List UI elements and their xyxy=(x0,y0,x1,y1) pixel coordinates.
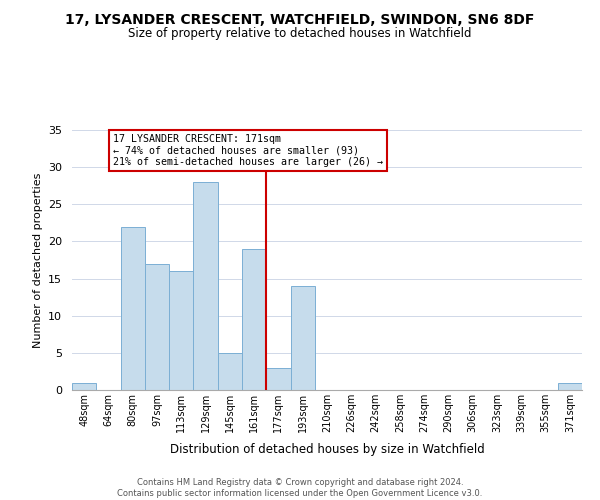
Bar xyxy=(218,353,242,390)
Bar xyxy=(145,264,169,390)
Text: 17, LYSANDER CRESCENT, WATCHFIELD, SWINDON, SN6 8DF: 17, LYSANDER CRESCENT, WATCHFIELD, SWIND… xyxy=(65,12,535,26)
Bar xyxy=(266,368,290,390)
Text: Contains HM Land Registry data © Crown copyright and database right 2024.
Contai: Contains HM Land Registry data © Crown c… xyxy=(118,478,482,498)
Bar xyxy=(193,182,218,390)
Bar xyxy=(242,249,266,390)
Bar xyxy=(121,226,145,390)
Bar xyxy=(169,271,193,390)
Bar xyxy=(290,286,315,390)
Text: Distribution of detached houses by size in Watchfield: Distribution of detached houses by size … xyxy=(170,442,484,456)
Text: Size of property relative to detached houses in Watchfield: Size of property relative to detached ho… xyxy=(128,28,472,40)
Bar xyxy=(558,382,582,390)
Bar xyxy=(72,382,96,390)
Y-axis label: Number of detached properties: Number of detached properties xyxy=(32,172,43,348)
Text: 17 LYSANDER CRESCENT: 171sqm
← 74% of detached houses are smaller (93)
21% of se: 17 LYSANDER CRESCENT: 171sqm ← 74% of de… xyxy=(113,134,383,167)
